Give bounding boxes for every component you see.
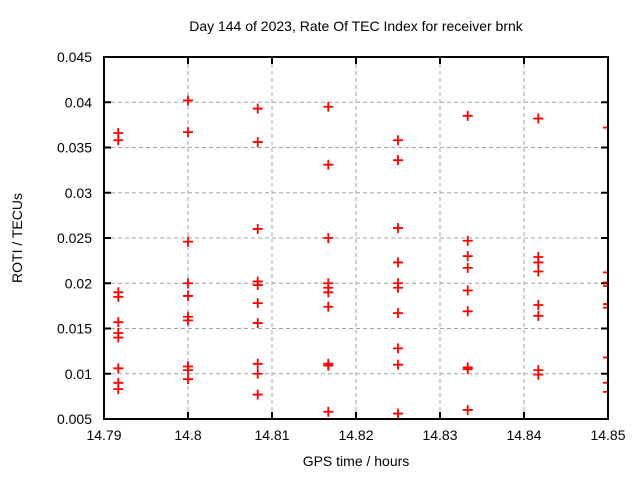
data-points	[113, 95, 608, 419]
data-point-marker	[183, 95, 193, 106]
data-point-marker	[183, 278, 193, 289]
data-point-marker	[323, 159, 334, 170]
data-point-marker	[252, 298, 263, 309]
data-point-marker	[462, 235, 473, 246]
data-point-marker	[183, 315, 193, 326]
data-point-marker	[183, 127, 193, 138]
data-point-marker	[603, 352, 608, 363]
data-point-marker	[252, 137, 263, 148]
data-point-marker	[603, 267, 608, 278]
data-point-marker	[323, 287, 334, 298]
data-point-marker	[323, 233, 334, 243]
y-axis-label: ROTI / TECUs	[9, 193, 25, 283]
data-point-marker	[393, 135, 403, 146]
data-point-marker	[533, 310, 544, 321]
y-tick-label: 0.01	[65, 366, 92, 382]
data-point-marker	[113, 317, 124, 328]
data-point-marker	[393, 257, 403, 268]
x-tick-label: 14.83	[422, 427, 457, 443]
data-point-marker	[533, 266, 544, 277]
x-tick-label: 14.8	[174, 427, 201, 443]
y-tick-label: 0.035	[57, 140, 92, 156]
data-point-marker	[323, 301, 334, 312]
data-point-marker	[462, 306, 473, 317]
data-point-marker	[462, 262, 473, 273]
y-tick-label: 0.005	[57, 411, 92, 427]
y-tick-label: 0.04	[65, 94, 92, 110]
y-tick-label: 0.015	[57, 321, 92, 337]
data-point-marker	[603, 386, 608, 397]
data-point-marker	[393, 408, 403, 419]
data-point-marker	[252, 358, 263, 369]
plot-border	[103, 56, 609, 420]
x-tick-label: 14.85	[590, 427, 625, 443]
grid-lines	[104, 57, 608, 419]
data-point-marker	[462, 364, 473, 375]
data-point-marker	[533, 113, 544, 124]
data-point-marker	[113, 363, 124, 374]
data-point-marker	[603, 280, 608, 291]
data-point-marker	[603, 299, 608, 310]
data-point-marker	[183, 374, 193, 385]
data-point-marker	[323, 101, 334, 112]
data-point-marker	[603, 377, 608, 388]
x-tick-label: 14.81	[254, 427, 289, 443]
y-tick-label: 0.045	[57, 49, 92, 65]
data-point-marker	[113, 332, 124, 343]
data-point-marker	[393, 308, 403, 319]
data-point-marker	[252, 103, 263, 114]
data-point-marker	[323, 406, 334, 417]
x-tick-labels: 14.79 14.8 14.81 14.82 14.83 14.84 14.85	[86, 427, 625, 443]
x-tick-label: 14.79	[86, 427, 121, 443]
data-point-marker	[323, 360, 334, 371]
x-tick-label: 14.82	[338, 427, 373, 443]
data-point-marker	[393, 223, 403, 234]
data-point-marker	[533, 369, 544, 380]
x-axis-label: GPS time / hours	[303, 453, 410, 469]
y-tick-label: 0.025	[57, 230, 92, 246]
data-point-marker	[252, 389, 263, 400]
data-point-marker	[603, 122, 608, 133]
data-point-marker	[393, 343, 403, 354]
data-point-marker	[533, 257, 544, 268]
data-point-marker	[462, 285, 473, 296]
y-tick-label: 0.03	[65, 185, 92, 201]
data-point-marker	[252, 318, 263, 329]
data-point-marker	[393, 359, 403, 370]
y-tick-label: 0.02	[65, 275, 92, 291]
data-point-marker	[183, 236, 193, 247]
data-point-marker	[393, 155, 403, 166]
data-point-marker	[183, 290, 193, 301]
data-point-marker	[113, 384, 124, 395]
data-point-marker	[603, 277, 608, 288]
x-tick-label: 14.84	[506, 427, 541, 443]
data-point-marker	[533, 299, 544, 310]
data-point-marker	[252, 280, 263, 291]
data-point-marker	[113, 135, 124, 146]
chart-title: Day 144 of 2023, Rate Of TEC Index for r…	[189, 18, 524, 34]
data-point-marker	[462, 110, 473, 121]
data-point-marker	[393, 282, 403, 293]
data-point-marker	[462, 404, 473, 415]
data-point-marker	[462, 251, 473, 262]
data-point-marker	[252, 223, 263, 234]
y-tick-labels: 0.005 0.01 0.015 0.02 0.025 0.03 0.035 0.04 0.04…	[57, 49, 92, 427]
data-point-marker	[183, 365, 193, 376]
data-point-marker	[603, 302, 608, 313]
data-point-marker	[252, 368, 263, 379]
data-point-marker	[113, 291, 124, 302]
